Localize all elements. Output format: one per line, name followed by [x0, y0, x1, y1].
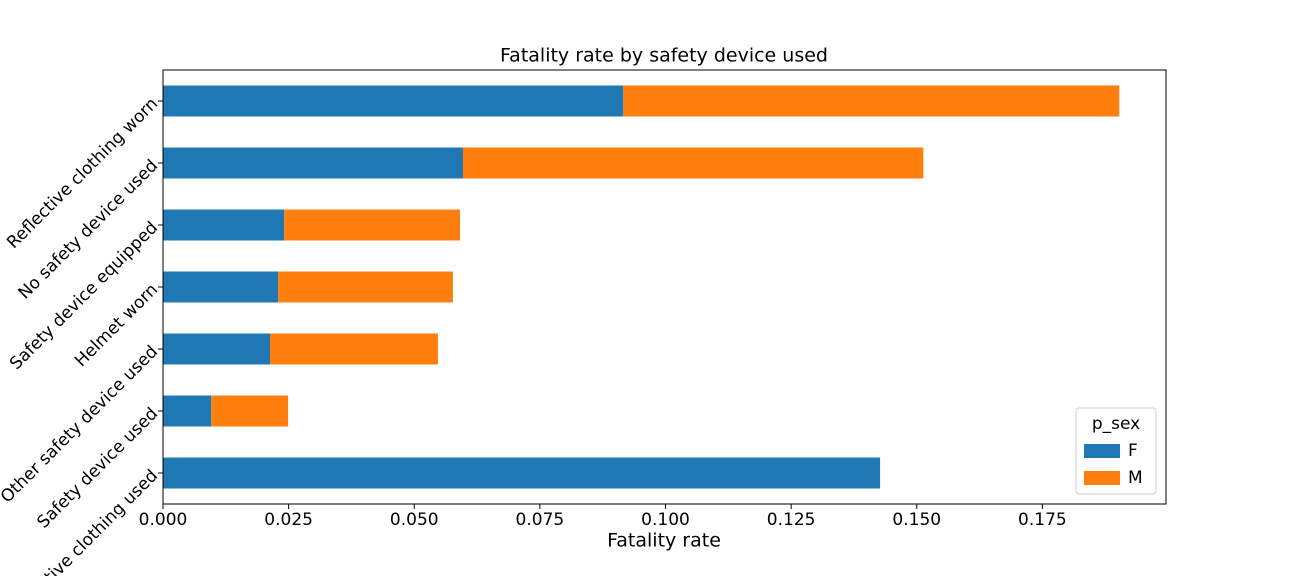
- x-tick-label: 0.000: [139, 510, 188, 530]
- bar: [163, 457, 881, 489]
- bar: [163, 209, 285, 241]
- legend-label: M: [1128, 468, 1143, 488]
- bar: [163, 85, 624, 117]
- x-tick-label: 0.175: [1018, 510, 1067, 530]
- x-tick-label: 0.075: [516, 510, 565, 530]
- x-tick-label: 0.150: [892, 510, 941, 530]
- x-tick-label: 0.050: [390, 510, 439, 530]
- x-tick-label: 0.100: [641, 510, 690, 530]
- x-tick-label: 0.125: [767, 510, 816, 530]
- legend-label: F: [1128, 441, 1138, 461]
- bar: [211, 395, 289, 427]
- bar: [163, 395, 212, 427]
- plot-frame: [162, 69, 1167, 505]
- bar: [163, 333, 271, 365]
- legend-swatch: [1084, 471, 1120, 485]
- bar: [163, 271, 279, 303]
- x-tick-label: 0.025: [264, 510, 313, 530]
- bar: [284, 209, 460, 241]
- legend-title: p_sex: [1092, 414, 1140, 434]
- bar: [163, 147, 463, 179]
- bar: [278, 271, 453, 303]
- chart-title: Fatality rate by safety device used: [500, 45, 828, 67]
- legend-swatch: [1084, 444, 1120, 458]
- x-axis-label: Fatality rate: [607, 530, 721, 552]
- bar: [623, 85, 1120, 117]
- bar: [462, 147, 924, 179]
- bar: [270, 333, 438, 365]
